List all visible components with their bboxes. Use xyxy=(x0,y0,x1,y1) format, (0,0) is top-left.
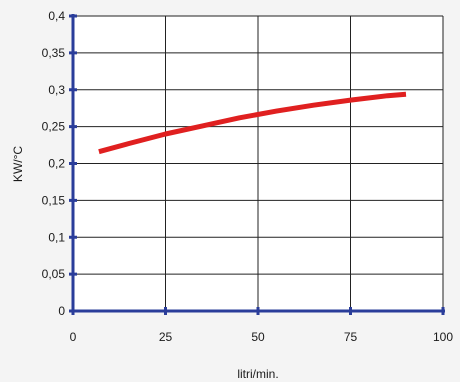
y-tick-labels: 0 0,05 0,1 0,15 0,2 0,25 0,3 0,35 0,4 xyxy=(42,9,66,318)
x-tick-label: 50 xyxy=(251,330,265,344)
axes xyxy=(69,14,445,315)
series-layer xyxy=(98,91,407,155)
x-tick-labels: 0 25 50 75 100 xyxy=(70,330,454,344)
y-tick-label: 0,05 xyxy=(42,267,66,281)
y-tick-label: 0,3 xyxy=(48,83,65,97)
x-tick-label: 75 xyxy=(344,330,358,344)
y-tick-label: 0 xyxy=(58,304,65,318)
x-tick-label: 0 xyxy=(70,330,77,344)
y-tick-label: 0,25 xyxy=(42,120,66,134)
y-tick-label: 0,4 xyxy=(48,9,65,23)
x-tick-label: 25 xyxy=(159,330,173,344)
x-axis-label: litri/min. xyxy=(237,367,278,381)
y-tick-label: 0,35 xyxy=(42,46,66,60)
x-tick-label: 100 xyxy=(433,330,453,344)
series-line xyxy=(98,91,407,155)
y-tick-label: 0,2 xyxy=(48,157,65,171)
y-tick-label: 0,1 xyxy=(48,230,65,244)
y-axis-label: KW/°C xyxy=(11,146,25,182)
grid xyxy=(73,15,444,311)
y-tick-label: 0,15 xyxy=(42,193,66,207)
